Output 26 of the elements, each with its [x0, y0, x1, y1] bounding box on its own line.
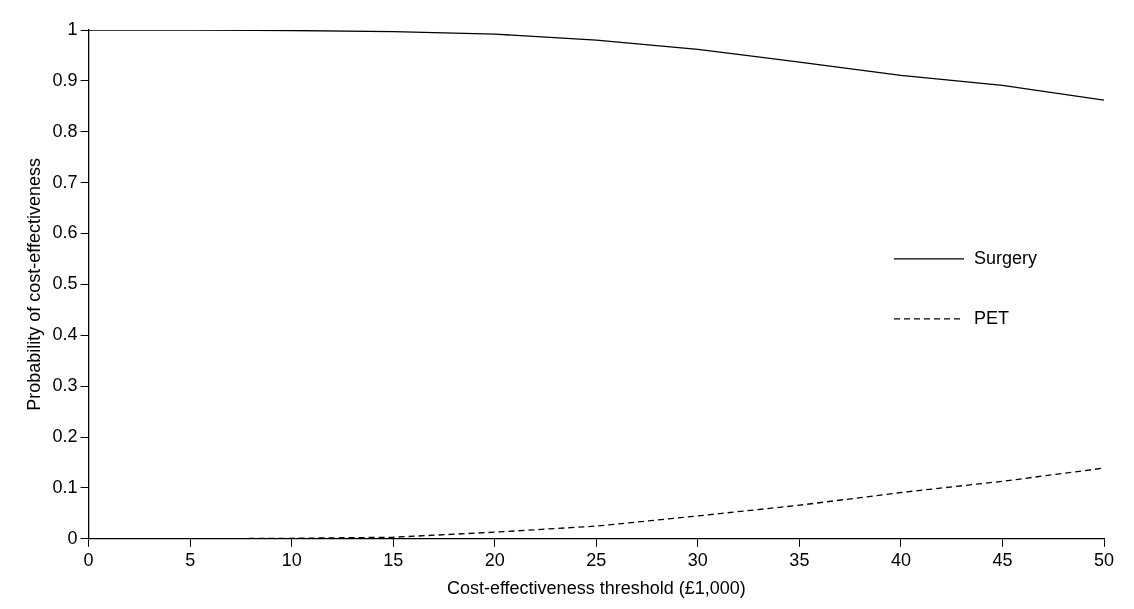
x-axis-title: Cost-effectiveness threshold (£1,000) [446, 578, 746, 599]
y-tick-label: 0.9 [52, 69, 78, 90]
legend-label: Surgery [974, 247, 1038, 268]
x-tick-label: 35 [789, 549, 810, 570]
legend-label: PET [974, 307, 1010, 328]
y-tick-label: 0.7 [52, 171, 78, 192]
y-tick-label: 0 [67, 527, 78, 548]
y-axis-title: Probability of cost-effectiveness [23, 158, 44, 411]
y-tick-label: 0.3 [52, 375, 78, 396]
x-tick-label: 45 [992, 549, 1013, 570]
y-tick-label: 0.5 [52, 273, 78, 294]
y-tick-label: 0.6 [52, 222, 78, 243]
x-tick-label: 5 [185, 549, 196, 570]
x-tick-label: 50 [1093, 549, 1115, 570]
x-tick-label: 0 [83, 549, 94, 570]
x-tick-label: 10 [281, 549, 302, 570]
x-tick-label: 15 [383, 549, 404, 570]
x-tick-label: 20 [484, 549, 505, 570]
y-tick-label: 0.4 [52, 324, 78, 345]
y-tick-label: 0.8 [52, 120, 78, 141]
x-tick-label: 30 [687, 549, 708, 570]
y-tick-label: 0.2 [52, 426, 78, 447]
y-tick-label: 0.1 [52, 476, 78, 497]
x-tick-label: 25 [586, 549, 607, 570]
y-tick-label: 1 [67, 18, 78, 39]
x-tick-label: 40 [890, 549, 911, 570]
